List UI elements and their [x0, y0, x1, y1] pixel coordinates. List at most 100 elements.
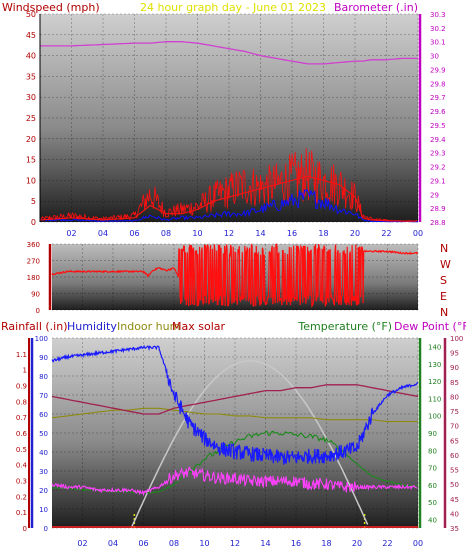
- tick-label: 1.1: [16, 351, 27, 359]
- tick-label: 55: [450, 467, 459, 475]
- tick-label: 0.1: [16, 509, 27, 517]
- chart-title: 24 hour graph day - June 01 2023: [140, 1, 326, 14]
- tick-label: 130: [428, 361, 441, 369]
- tick-label: 30: [39, 468, 48, 476]
- rain-y-axis: 0 0.1 0.2 0.3 0.4 0.5 0.6 0.7 0.8 0.9 1 1.1: [16, 338, 30, 533]
- tick-label: 0.5: [16, 446, 27, 454]
- temperature-y-axis: 40 50 60 70 80 90 100 110 120 130 140: [418, 338, 441, 528]
- tick-label: 100: [428, 413, 441, 421]
- tick-label: 25: [26, 114, 36, 123]
- indoor-temp-line: [51, 384, 419, 415]
- tick-label: 35: [450, 525, 459, 533]
- tick-label: 18: [318, 229, 328, 238]
- tick-label: 140: [428, 344, 441, 352]
- tick-label: 08: [169, 539, 179, 548]
- rain-humidity-temperature-panel: 0 0.1 0.2 0.3 0.4 0.5 0.6 0.7 0.8 0.9 1 1.1 0 10 20 30…: [16, 335, 464, 548]
- x-axis: 02 04 06 08 10 12 14 16 18 20 22 00: [77, 539, 423, 548]
- wind-gust-line: [39, 147, 418, 223]
- tick-label: 30.2: [430, 25, 446, 33]
- tick-label: 110: [428, 395, 441, 403]
- tick-label: 0: [36, 307, 40, 315]
- tick-label: 02: [66, 229, 76, 238]
- tick-label: 50: [39, 430, 48, 438]
- tick-label: 0.4: [16, 462, 28, 470]
- tick-label: 22: [381, 229, 391, 238]
- tick-label: 10: [39, 506, 48, 514]
- tick-label: 40: [428, 516, 437, 524]
- tick-label: 29.5: [430, 122, 446, 130]
- tick-label: 30.3: [430, 11, 446, 19]
- tick-label: 06: [138, 539, 148, 548]
- gridlines: [52, 337, 419, 529]
- tick-label: 0.8: [16, 398, 27, 406]
- tick-label: 60: [450, 452, 459, 460]
- tick-label: 90: [450, 364, 459, 372]
- compass-label: E: [440, 290, 447, 303]
- barometer-line: [40, 41, 418, 65]
- direction-degree-axis: 0 90 180 270 360: [27, 241, 52, 315]
- wind-y-axis: 0 5 10 15 20 25 30 35 40 45 50: [26, 10, 41, 227]
- humidity-y-axis: 0 10 20 30 40 50 60 70 80 90 100: [30, 335, 48, 533]
- tick-label: 70: [39, 392, 48, 400]
- tick-label: 29.9: [430, 66, 446, 74]
- tick-label: 40: [450, 510, 459, 518]
- tick-label: 5: [31, 197, 36, 206]
- tick-label: 40: [39, 449, 48, 457]
- tick-label: 40: [26, 52, 36, 61]
- tick-label: 22: [382, 539, 392, 548]
- tick-label: 29.2: [430, 164, 446, 172]
- tick-label: 30: [430, 53, 439, 61]
- legend: Rainfall (.in) Humidity Indoor hum Max s…: [1, 320, 466, 333]
- tick-label: 20: [350, 229, 360, 238]
- tick-label: 50: [26, 10, 36, 19]
- tick-label: 10: [199, 539, 209, 548]
- tick-label: 00: [413, 229, 423, 238]
- barometer-title: Barometer (.in): [334, 1, 418, 14]
- tick-label: 04: [98, 229, 108, 238]
- tick-label: 29.1: [430, 177, 446, 185]
- tick-label: 28.8: [430, 219, 446, 227]
- tick-label: 180: [27, 274, 40, 282]
- tick-label: 100: [450, 335, 463, 343]
- legend-temperature: Temperature (°F): [297, 320, 392, 333]
- tick-label: 30.1: [430, 39, 446, 47]
- compass-label: S: [440, 274, 447, 287]
- tick-label: 95: [450, 350, 459, 358]
- tick-label: 0.2: [16, 493, 27, 501]
- legend-max-solar: Max solar: [172, 320, 225, 333]
- tick-label: 20: [26, 135, 36, 144]
- legend-dew-point: Dew Point (°F): [394, 320, 466, 333]
- x-axis: 02 04 06 08 10 12 14 16 18 20 22 00: [66, 229, 423, 238]
- tick-label: 15: [26, 156, 36, 165]
- tick-label: 10: [26, 176, 36, 185]
- tick-label: 90: [428, 430, 437, 438]
- tick-label: 16: [291, 539, 301, 548]
- dew-point-line: [51, 466, 418, 497]
- tick-label: 45: [26, 31, 36, 40]
- tick-label: 29.4: [430, 136, 446, 144]
- tick-label: 100: [35, 335, 48, 343]
- tick-label: 90: [31, 291, 40, 299]
- tick-label: 0.6: [16, 430, 28, 438]
- tick-label: 0: [23, 525, 27, 533]
- legend-indoor-hum: Indoor hum: [117, 320, 180, 333]
- legend-humidity: Humidity: [67, 320, 117, 333]
- tick-label: 29.7: [430, 94, 446, 102]
- tick-label: 80: [450, 393, 459, 401]
- tick-label: 0.9: [16, 383, 27, 391]
- tick-label: 120: [428, 378, 441, 386]
- tick-label: 20: [352, 539, 362, 548]
- tick-label: 75: [450, 408, 459, 416]
- tick-label: 70: [428, 465, 437, 473]
- windspeed-line: [39, 175, 417, 222]
- tick-label: 00: [413, 539, 423, 548]
- tick-label: 0.7: [16, 414, 27, 422]
- dew-point-y-axis: 35 40 45 50 55 60 65 70 75 80 85 90 95 100: [443, 335, 463, 533]
- tick-label: 65: [450, 437, 459, 445]
- tick-label: 28.9: [430, 205, 446, 213]
- tick-label: 12: [230, 539, 240, 548]
- tick-label: 30: [26, 93, 36, 102]
- barometer-y-axis: 28.8 28.9 29 29.1 29.2 29.3 29.4 29.5 29.6 29.7 29…: [418, 11, 446, 227]
